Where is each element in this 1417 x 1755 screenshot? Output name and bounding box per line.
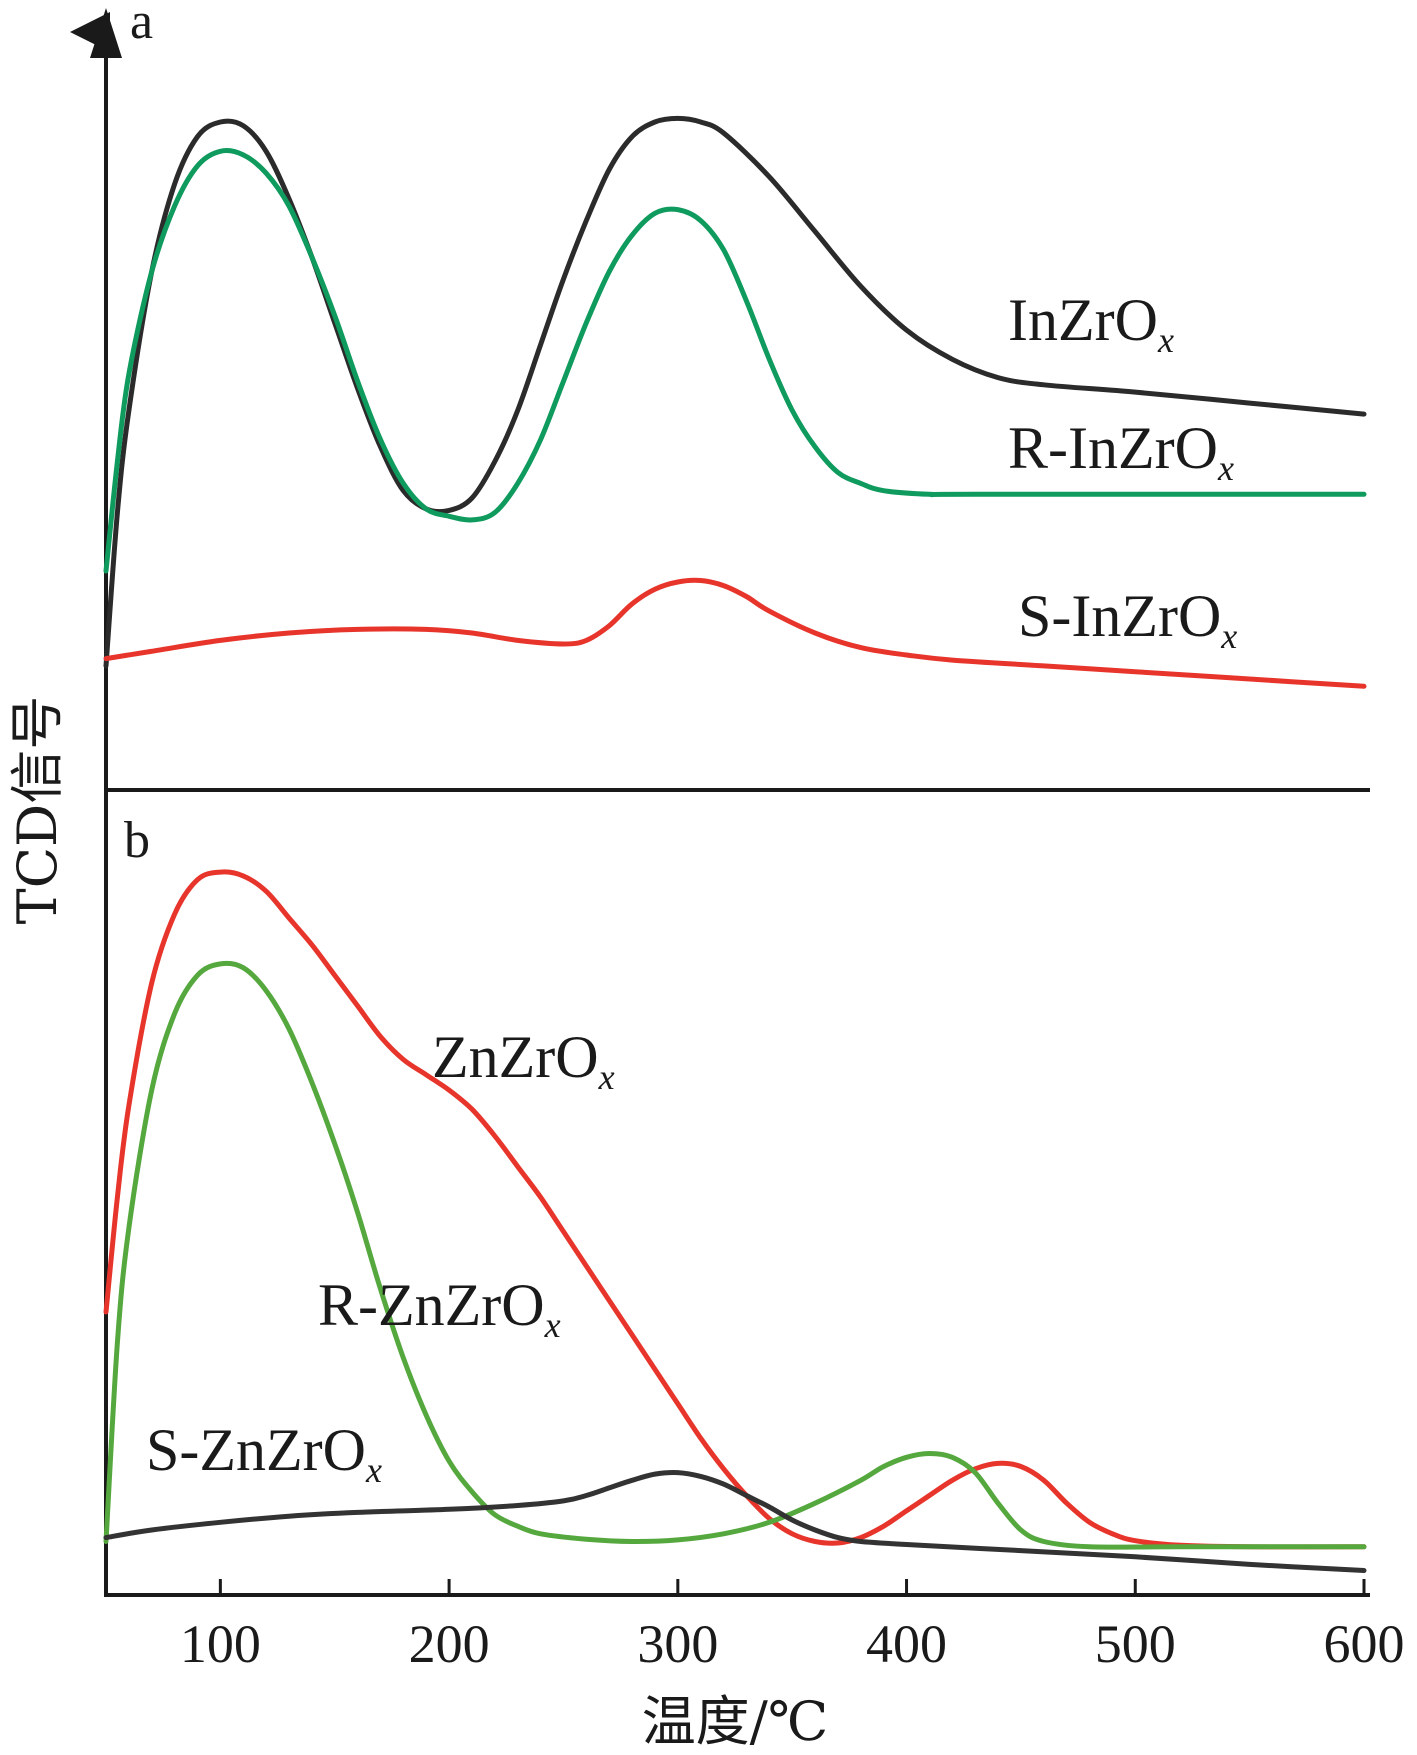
y-axis-title: TCD信号 [6,696,69,925]
x-tick-label-200: 200 [409,1614,490,1674]
series-line-b-0 [103,869,1367,1550]
x-tick-label-100: 100 [180,1614,261,1674]
y-axis-arrow-icon [90,8,122,58]
panel-a-series [103,115,1367,689]
x-axis-title: 温度/℃ [642,1690,829,1753]
series-label-r-znzrox: R-ZnZrOx [318,1272,561,1345]
series-label-s-inzrox: S-InZrOx [1018,583,1237,656]
series-label-inzrox: InZrOx [1008,287,1174,360]
x-tick-label-300: 300 [637,1614,718,1674]
panel-label-a: a [130,0,153,50]
series-line-a-0 [103,115,1367,669]
series-line-a-2 [103,577,1367,689]
panel-b-series [103,869,1367,1573]
series-label-s-znzrox: S-ZnZrOx [146,1417,382,1490]
x-tick-label-400: 400 [866,1614,947,1674]
series-line-b-1 [103,960,1367,1550]
series-line-a-1 [103,148,1367,574]
x-tick-label-600: 600 [1324,1614,1405,1674]
series-line-b-2 [103,1469,1367,1573]
panel-label-b: b [124,812,150,869]
series-label-znzrox: ZnZrOx [432,1024,615,1097]
series-label-r-inzrox: R-InZrOx [1008,415,1234,488]
x-tick-label-500: 500 [1095,1614,1176,1674]
x-ticks: 100 200 300 400 500 600 [180,1579,1405,1674]
